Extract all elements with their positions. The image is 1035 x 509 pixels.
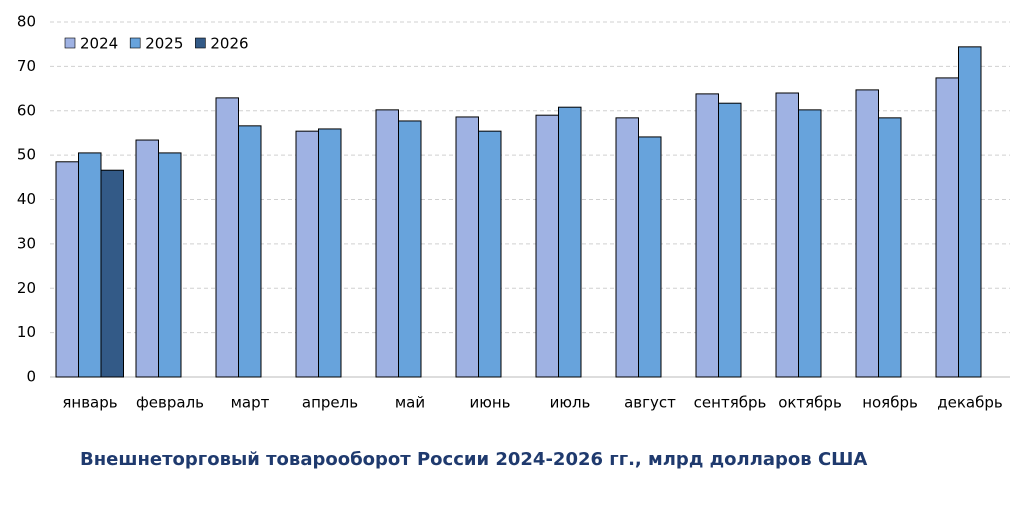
x-tick-label: июль <box>550 394 591 412</box>
x-tick-label: май <box>395 394 425 412</box>
bar <box>375 109 399 378</box>
bar <box>695 93 719 378</box>
bar <box>958 46 982 378</box>
bar <box>478 130 502 378</box>
bar <box>398 120 422 378</box>
bar <box>215 97 239 378</box>
bar <box>535 114 559 378</box>
legend-label: 2024 <box>80 35 118 53</box>
legend-label: 2026 <box>210 35 248 53</box>
x-tick-label: декабрь <box>937 394 1002 412</box>
bar <box>615 117 639 378</box>
legend-swatch <box>195 37 206 49</box>
y-tick-label: 30 <box>17 234 36 252</box>
bar <box>100 169 124 378</box>
bar <box>935 77 959 378</box>
bar <box>558 106 582 378</box>
bar <box>318 128 342 378</box>
x-tick-label: март <box>231 394 270 412</box>
y-tick-label: 60 <box>17 101 36 119</box>
bar <box>455 116 479 378</box>
chart-title: Внешнеторговый товарооборот России 2024-… <box>80 449 867 470</box>
y-tick-label: 10 <box>17 323 36 341</box>
y-tick-label: 80 <box>17 13 36 31</box>
bar <box>855 89 879 378</box>
x-tick-label: февраль <box>136 394 204 412</box>
bar <box>135 139 159 378</box>
bar <box>798 109 822 378</box>
y-tick-label: 70 <box>17 57 36 75</box>
x-tick-label: январь <box>62 394 117 412</box>
legend-swatch <box>64 37 76 49</box>
x-tick-label: ноябрь <box>862 394 918 412</box>
bar <box>878 117 902 378</box>
bar <box>55 161 79 378</box>
x-tick-label: октябрь <box>778 394 842 412</box>
legend-swatch <box>129 37 141 49</box>
bar <box>295 130 319 378</box>
x-tick-label: сентябрь <box>694 394 767 412</box>
bar <box>775 92 799 378</box>
y-tick-label: 20 <box>17 279 36 297</box>
y-tick-label: 50 <box>17 146 36 164</box>
bar <box>158 152 182 378</box>
bar <box>638 136 662 378</box>
y-tick-label: 40 <box>17 190 36 208</box>
x-tick-label: август <box>624 394 676 412</box>
x-tick-label: июнь <box>469 394 510 412</box>
bar <box>238 125 262 378</box>
legend-label: 2025 <box>145 35 183 53</box>
bar <box>78 152 102 378</box>
bar <box>718 102 742 378</box>
y-tick-label: 0 <box>26 368 36 386</box>
x-tick-label: апрель <box>302 394 358 412</box>
